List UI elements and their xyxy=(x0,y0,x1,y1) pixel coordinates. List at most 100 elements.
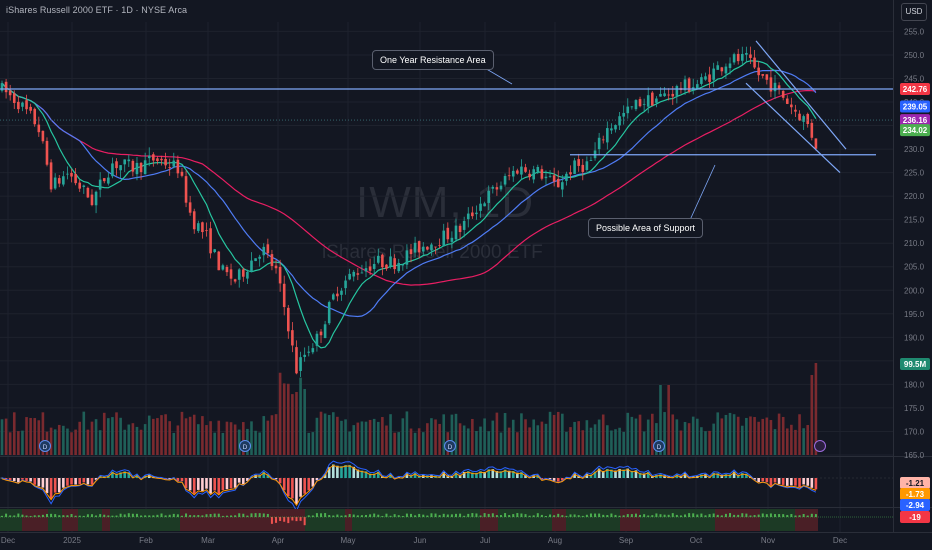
volume-bar xyxy=(646,419,650,455)
momentum-bar xyxy=(778,514,781,517)
macd-badge-line-label: -2.94 xyxy=(906,501,925,510)
macd-histogram-bar xyxy=(487,469,491,478)
currency-button[interactable]: USD xyxy=(901,3,927,21)
volume-bar xyxy=(340,420,343,455)
macd-histogram-bar xyxy=(520,472,523,478)
momentum-bar xyxy=(700,513,703,517)
momentum-band xyxy=(795,509,818,531)
dividend-marker-icon xyxy=(39,440,51,452)
macd-histogram-bar xyxy=(503,469,507,478)
candle-body xyxy=(781,90,785,98)
momentum-bar xyxy=(156,514,159,517)
momentum-bar xyxy=(414,515,417,517)
momentum-band xyxy=(78,509,102,531)
price-badge-ma-slow: 236.16 xyxy=(900,114,930,127)
candle-body xyxy=(536,167,540,172)
macd-histogram-bar xyxy=(74,478,77,485)
volume-bar xyxy=(630,416,634,455)
macd-histogram-bar xyxy=(634,470,638,478)
volume-bar xyxy=(728,412,732,455)
candle-body xyxy=(29,106,32,111)
volume-bar xyxy=(242,422,245,455)
candle-body xyxy=(348,273,351,280)
momentum-bar xyxy=(794,515,797,517)
volume-bar xyxy=(765,417,769,455)
momentum-bar xyxy=(610,513,613,517)
candle-body xyxy=(90,194,94,206)
volume-bar xyxy=(327,414,331,455)
momentum-bar xyxy=(418,513,421,517)
candle-body xyxy=(761,74,765,76)
macd-histogram-bar xyxy=(327,467,331,478)
macd-histogram-bar xyxy=(814,478,818,490)
volume-bar xyxy=(601,414,605,455)
macd-histogram-bar xyxy=(303,478,306,494)
candle-body xyxy=(217,251,221,271)
momentum-bar xyxy=(712,513,715,517)
momentum-bar xyxy=(401,515,404,517)
price-tick-label: 230.0 xyxy=(904,145,925,154)
candle-body xyxy=(123,159,126,165)
macd-histogram-bar xyxy=(552,478,556,481)
macd-histogram-bar xyxy=(184,478,188,489)
volume-bar xyxy=(221,432,225,455)
macd-histogram-bar xyxy=(307,478,311,491)
momentum-bar xyxy=(107,515,110,517)
macd-histogram-bar xyxy=(806,478,810,486)
candle-body xyxy=(233,279,237,282)
macd-histogram-bar xyxy=(683,473,687,478)
candle-body xyxy=(102,178,106,182)
macd-histogram-bar xyxy=(810,478,814,488)
volume-bar xyxy=(610,430,613,455)
macd-histogram-bar xyxy=(242,478,245,485)
candle-body xyxy=(765,74,769,80)
volume-bar xyxy=(278,372,282,455)
macd-histogram-bar xyxy=(262,471,266,478)
momentum-bar xyxy=(336,514,339,517)
macd-histogram-bar xyxy=(331,464,335,478)
macd-pane xyxy=(0,460,893,512)
volume-bar xyxy=(753,417,756,455)
volume-bar xyxy=(696,418,699,455)
candle-body xyxy=(25,100,28,110)
momentum-bar xyxy=(99,514,102,517)
macd-histogram-bar xyxy=(287,478,290,497)
momentum-bar xyxy=(5,513,8,517)
momentum-bar xyxy=(17,513,20,517)
candle-body xyxy=(491,186,495,189)
candle-body xyxy=(299,357,302,371)
volume-bar xyxy=(37,420,41,455)
volume-bar xyxy=(29,417,32,455)
volume-bar xyxy=(536,425,540,455)
volume-bar xyxy=(131,423,135,455)
macd-histogram-bar xyxy=(37,478,41,487)
volume-bar xyxy=(663,412,666,455)
candle-body xyxy=(601,139,605,141)
candle-body xyxy=(687,78,691,92)
momentum-bar xyxy=(720,515,723,517)
candle-body xyxy=(237,269,241,280)
candle-body xyxy=(385,264,388,269)
momentum-bar xyxy=(180,515,183,517)
volume-bar xyxy=(0,419,4,455)
price-tick-label: 200.0 xyxy=(904,286,925,295)
volume-bar xyxy=(659,385,662,455)
macd-histogram-bar xyxy=(798,478,801,487)
volume-bar xyxy=(769,420,773,455)
candle-body xyxy=(466,213,470,220)
candle-body xyxy=(732,54,736,63)
candle-body xyxy=(225,266,229,273)
dividend-marker-icon xyxy=(239,440,251,452)
candle-body xyxy=(663,93,666,97)
price-tick-label: 175.0 xyxy=(904,404,925,413)
candle-body xyxy=(205,230,208,232)
macd-histogram-bar xyxy=(291,478,294,499)
macd-histogram-bar xyxy=(225,478,229,490)
momentum-bar xyxy=(598,513,601,517)
candle-body xyxy=(21,102,24,107)
macd-histogram-bar xyxy=(164,478,167,479)
volume-bar xyxy=(454,413,458,455)
volume-bar xyxy=(78,421,82,455)
